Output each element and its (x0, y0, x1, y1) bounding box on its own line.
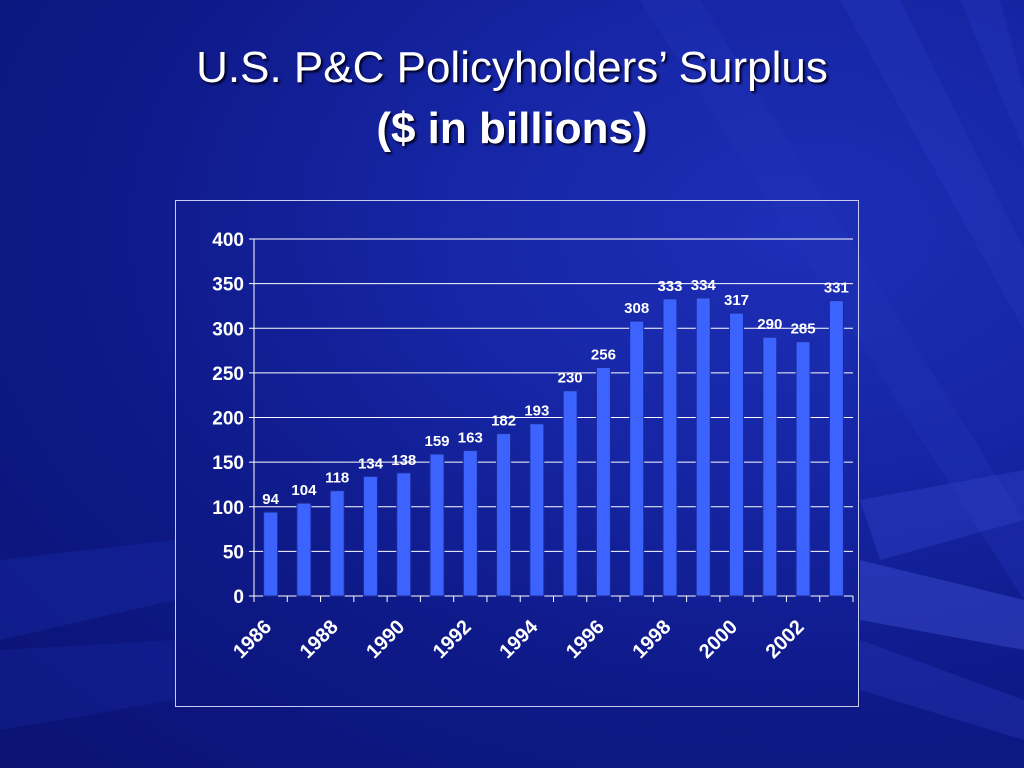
bar-2002 (795, 341, 811, 597)
bar-1998 (662, 298, 678, 597)
data-label: 104 (291, 482, 317, 499)
data-label: 134 (358, 455, 384, 472)
bar-1996 (595, 367, 611, 597)
bar-1992 (462, 450, 478, 597)
bar-2001 (762, 336, 778, 597)
x-tick-label: 1986 (229, 616, 276, 663)
bar-1990 (396, 472, 412, 597)
bar-1993 (496, 433, 512, 597)
y-tick-label: 400 (212, 230, 244, 251)
bar-1988 (329, 490, 345, 597)
x-tick-label: 1998 (628, 616, 675, 663)
bar-chart: 0 50 100 150 200 250 300 350 400 94 1986 104 118 1988… (212, 230, 854, 663)
x-tick-label: 1996 (562, 616, 609, 663)
data-label: 159 (425, 433, 450, 450)
y-tick-label: 150 (212, 453, 244, 474)
x-tick-label: 1992 (429, 616, 476, 663)
bar-1994 (529, 423, 545, 597)
chart-frame: 0 50 100 150 200 250 300 350 400 94 1986 104 118 1988… (175, 200, 859, 707)
data-label: 285 (791, 321, 816, 338)
x-tick-label: 1990 (362, 616, 409, 663)
data-label: 182 (491, 413, 516, 430)
slide-title: U.S. P&C Policyholders’ Surplus (196, 43, 828, 92)
y-tick-label: 200 (212, 409, 244, 430)
x-tick-label: 1988 (296, 616, 343, 663)
data-label: 256 (591, 347, 616, 364)
y-tick-label: 0 (233, 587, 244, 608)
data-label: 118 (325, 470, 349, 487)
bar-2000 (729, 312, 745, 597)
data-label: 230 (558, 370, 583, 387)
bar-1999 (695, 297, 711, 597)
data-label: 331 (824, 280, 849, 297)
data-label: 334 (691, 277, 717, 294)
bar-1997 (629, 320, 645, 597)
bar-1987 (296, 502, 312, 597)
data-label: 163 (458, 430, 483, 447)
data-label: 193 (524, 403, 549, 420)
y-tick-label: 100 (212, 498, 244, 519)
y-tick-label: 300 (212, 319, 244, 340)
bar-1995 (562, 390, 578, 597)
bar-1991 (429, 453, 445, 597)
data-label: 94 (262, 491, 279, 508)
y-tick-label: 350 (212, 275, 244, 296)
y-tick-label: 250 (212, 364, 244, 385)
x-tick-label: 2002 (762, 616, 809, 663)
data-label: 308 (624, 300, 649, 317)
y-tick-label: 50 (223, 542, 244, 563)
data-label: 333 (657, 278, 682, 295)
data-label: 138 (391, 452, 416, 469)
bar-2003 (828, 300, 844, 597)
data-label: 290 (757, 316, 782, 333)
slide-subtitle: ($ in billions) (376, 104, 648, 153)
x-tick-label: 2000 (695, 616, 742, 663)
bar-1989 (362, 475, 378, 597)
x-tick-label: 1994 (495, 615, 543, 663)
data-label: 317 (724, 292, 749, 309)
bar-1986 (263, 511, 279, 597)
